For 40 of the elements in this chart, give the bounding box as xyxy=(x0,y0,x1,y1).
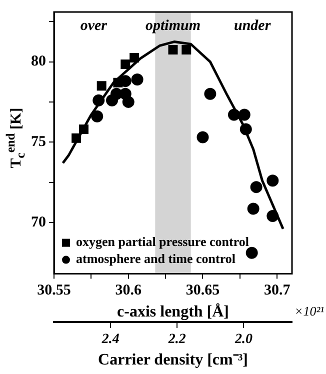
point xyxy=(250,181,262,194)
point xyxy=(196,131,209,144)
x-tick-label: 30.65 xyxy=(186,282,220,299)
point xyxy=(131,73,144,86)
point xyxy=(240,123,252,136)
y-tick-label: 75 xyxy=(31,134,46,150)
point xyxy=(246,246,258,259)
legend-label: atmosphere and time control xyxy=(76,251,236,266)
point xyxy=(130,53,140,63)
annotation: under xyxy=(234,18,271,34)
point xyxy=(228,108,240,121)
point xyxy=(204,88,216,100)
x2-tick-label: 2.2 xyxy=(167,332,186,348)
y-tick-label: 80 xyxy=(31,54,46,70)
x-axis-title: c-axis length [Å] xyxy=(117,302,229,321)
point xyxy=(238,108,250,121)
x2-axis-title: Carrier density [cm⁻³] xyxy=(98,352,248,369)
annotation: optimum xyxy=(145,18,201,34)
point xyxy=(96,81,106,91)
point xyxy=(72,133,82,143)
x-tick-label: 30.55 xyxy=(37,282,71,299)
point xyxy=(92,94,105,106)
point xyxy=(266,174,279,187)
point xyxy=(247,202,260,215)
legend-label: oxygen partial pressure control xyxy=(76,234,250,250)
point xyxy=(168,45,178,54)
x2-tick-label: 2.0 xyxy=(234,332,252,348)
y-tick-label: 70 xyxy=(31,214,46,230)
point xyxy=(79,124,88,134)
x-tick-label: 30.6 xyxy=(115,282,142,299)
point xyxy=(266,210,279,222)
point xyxy=(91,110,104,122)
point xyxy=(120,59,130,69)
annotation: over xyxy=(80,18,108,34)
x2-tick-label: 2.4 xyxy=(100,332,120,348)
point xyxy=(182,45,192,54)
point xyxy=(122,96,134,108)
x-tick-label: 30.7 xyxy=(264,282,291,299)
point xyxy=(113,78,123,88)
text: ×10²¹ xyxy=(294,303,324,318)
